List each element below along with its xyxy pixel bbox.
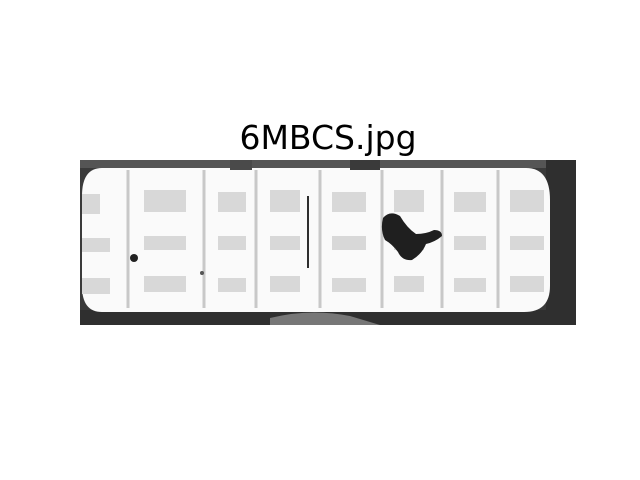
- thin-vertical-line: [307, 196, 309, 268]
- right-dark-band: [546, 160, 576, 325]
- dark-blob: [381, 213, 442, 261]
- image-title: 6MBCS.jpg: [239, 118, 417, 157]
- vertical-separators: [126, 170, 500, 308]
- top-dark-band: [80, 160, 576, 168]
- faint-grid: [82, 190, 544, 294]
- captcha-image-svg: [80, 160, 576, 325]
- noise-top-2: [350, 160, 380, 170]
- tiny-dot: [200, 271, 204, 275]
- bottom-shadow: [270, 312, 380, 325]
- captcha-image: [80, 160, 576, 325]
- small-dot: [130, 254, 138, 262]
- noise-top-1: [230, 160, 252, 170]
- white-panel: [82, 168, 550, 312]
